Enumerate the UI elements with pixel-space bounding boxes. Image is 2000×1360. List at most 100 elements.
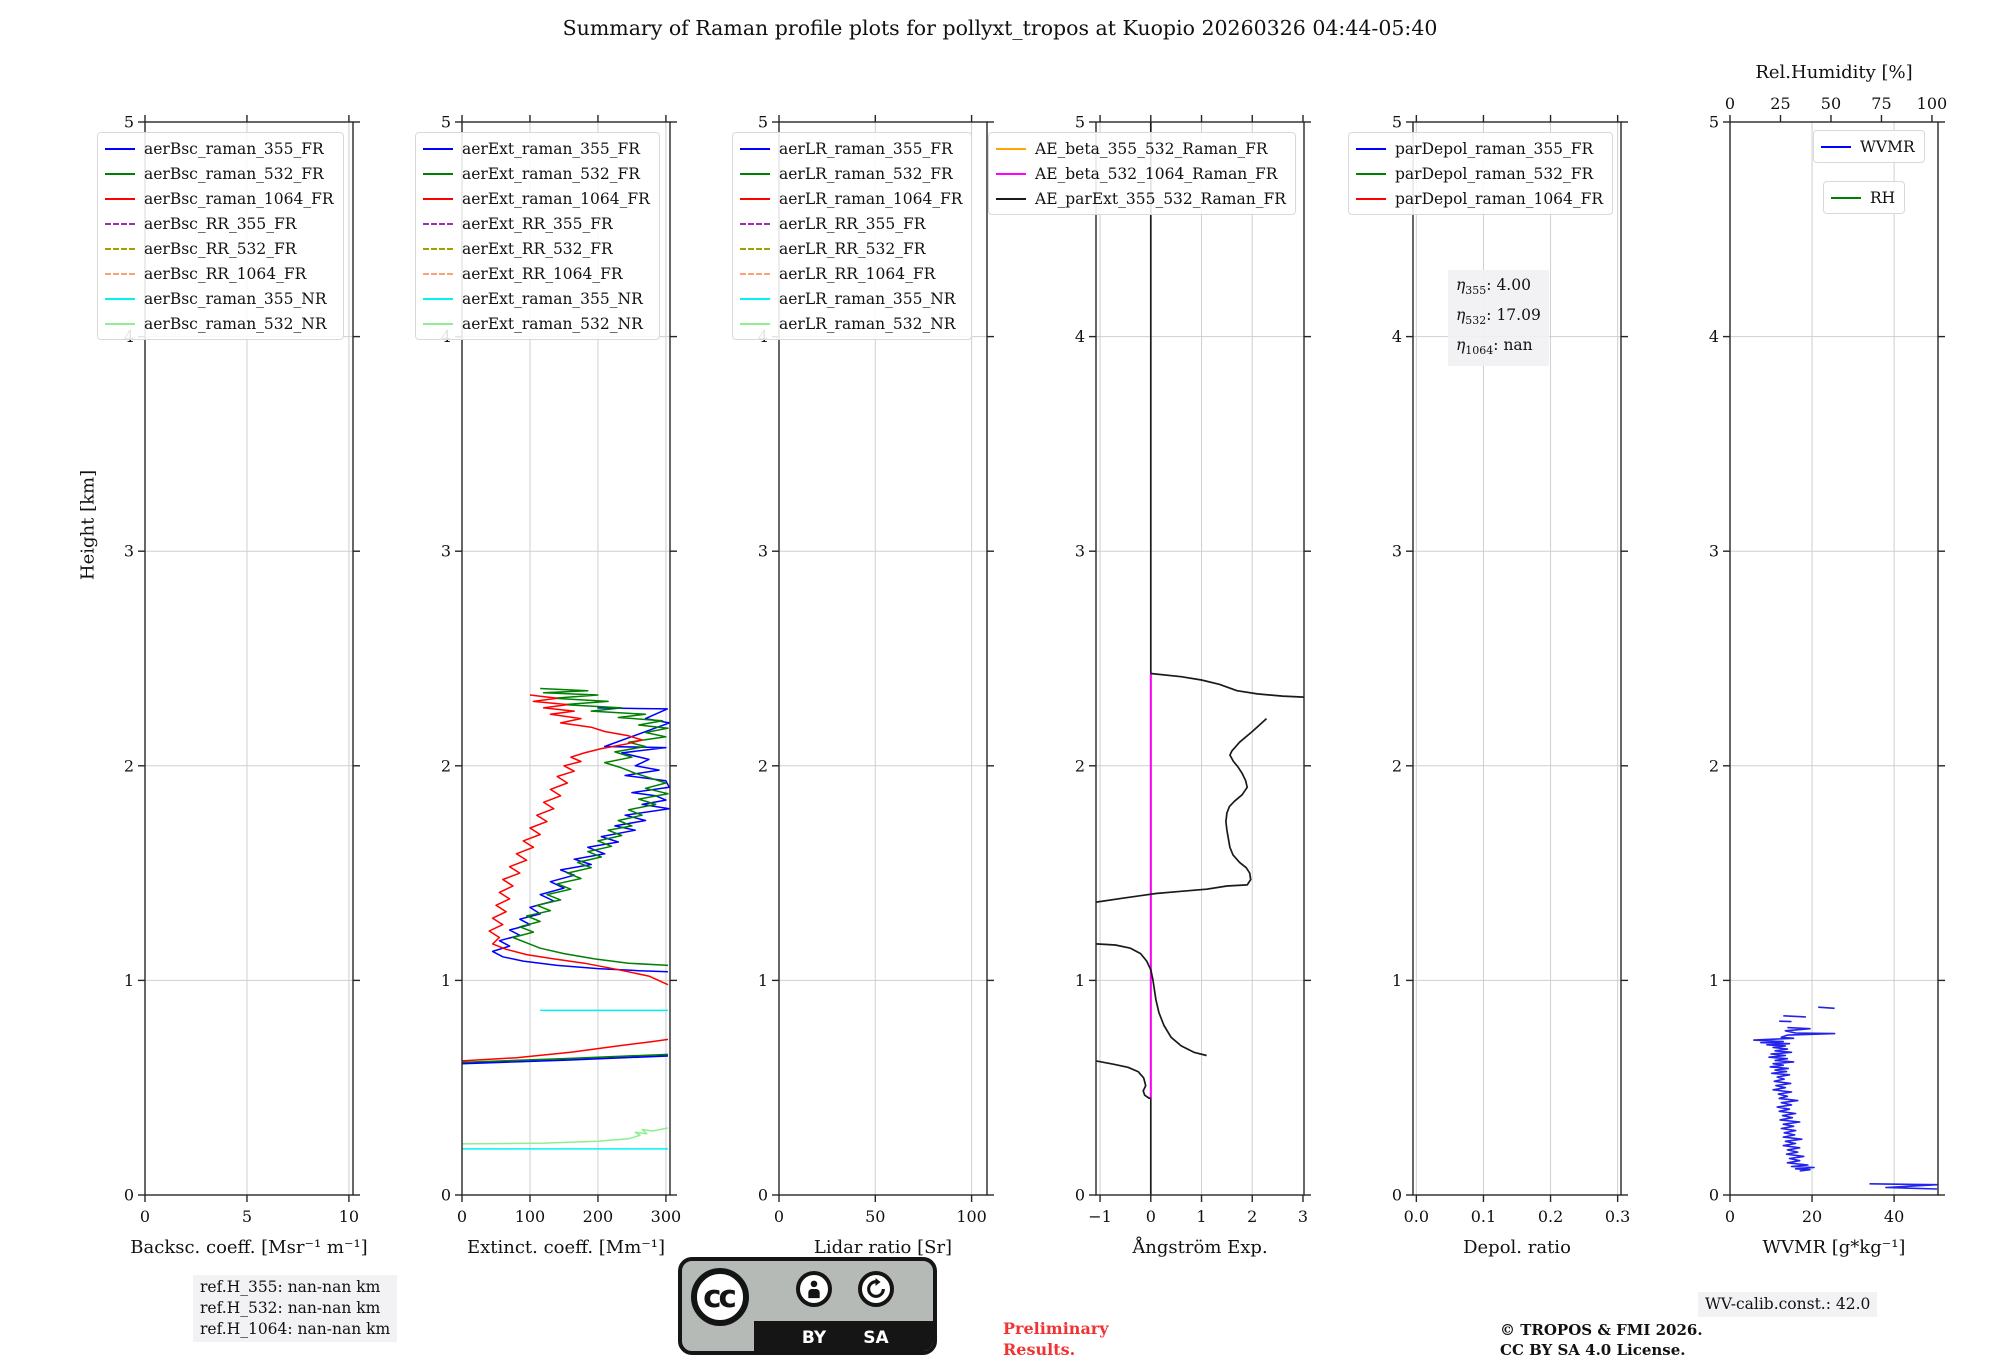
legend-label: aerExt_RR_532_FR — [462, 239, 613, 258]
legend-entry: parDepol_raman_1064_FR — [1356, 186, 1603, 211]
svg-text:1: 1 — [1075, 971, 1085, 990]
svg-text:0.0: 0.0 — [1404, 1207, 1429, 1226]
svg-text:5: 5 — [758, 113, 768, 132]
legend-entry: aerBsc_raman_532_FR — [105, 161, 334, 186]
svg-text:3: 3 — [1392, 542, 1402, 561]
legend-line-swatch — [423, 172, 453, 175]
legend-line-swatch — [105, 272, 135, 275]
legend-label: aerLR_raman_355_NR — [779, 289, 956, 308]
legend-label: aerExt_raman_355_FR — [462, 139, 640, 158]
legend-line-swatch — [105, 197, 135, 200]
svg-text:5: 5 — [1709, 113, 1719, 132]
legend-label: aerLR_RR_355_FR — [779, 214, 926, 233]
svg-text:Depol. ratio: Depol. ratio — [1463, 1237, 1571, 1258]
reference-height-note: ref.H_355: nan-nan km ref.H_532: nan-nan… — [193, 1275, 398, 1342]
figure-title: Summary of Raman profile plots for polly… — [562, 16, 1438, 40]
svg-text:2: 2 — [124, 756, 134, 775]
svg-text:100: 100 — [956, 1207, 987, 1226]
svg-text:0.2: 0.2 — [1538, 1207, 1563, 1226]
svg-text:0: 0 — [1709, 1186, 1719, 1205]
legend-label: AE_parExt_355_532_Raman_FR — [1035, 189, 1286, 208]
legend-line-swatch — [105, 297, 135, 300]
legend-entry: aerLR_RR_355_FR — [740, 211, 962, 236]
cc-badge-black-bar — [754, 1321, 933, 1351]
svg-text:50: 50 — [1821, 94, 1841, 113]
svg-text:0.1: 0.1 — [1471, 1207, 1496, 1226]
legend-label: aerExt_RR_355_FR — [462, 214, 613, 233]
svg-text:75: 75 — [1871, 94, 1891, 113]
legend-entry: WVMR — [1821, 134, 1915, 159]
legend-entry: aerExt_raman_532_NR — [423, 311, 650, 336]
legend-line-swatch — [740, 172, 770, 175]
legend-plot-0: aerBsc_raman_355_FR aerBsc_raman_532_FR ae… — [97, 132, 344, 340]
eta-annotation: η355: 4.00 η532: 17.09 η1064: nan — [1448, 270, 1549, 367]
legend-entry: AE_parExt_355_532_Raman_FR — [996, 186, 1286, 211]
legend-line-swatch — [423, 147, 453, 150]
cc-logo-icon: cc — [691, 1268, 749, 1326]
svg-text:2: 2 — [758, 756, 768, 775]
legend-entry: aerLR_raman_532_FR — [740, 161, 962, 186]
svg-text:0: 0 — [441, 1186, 451, 1205]
svg-text:0: 0 — [1725, 94, 1735, 113]
legend-line-swatch — [105, 322, 135, 325]
legend-entry: AE_beta_355_532_Raman_FR — [996, 136, 1286, 161]
legend-entry: aerBsc_RR_355_FR — [105, 211, 334, 236]
svg-text:3: 3 — [1709, 542, 1719, 561]
svg-text:1: 1 — [1196, 1207, 1206, 1226]
legend-plot-4: parDepol_raman_355_FR parDepol_raman_532_… — [1348, 132, 1614, 215]
svg-text:2: 2 — [1392, 756, 1402, 775]
legend-line-swatch — [423, 272, 453, 275]
svg-text:200: 200 — [583, 1207, 614, 1226]
svg-text:4: 4 — [1709, 327, 1719, 346]
legend-label: aerExt_raman_532_NR — [462, 314, 643, 333]
svg-text:0: 0 — [140, 1207, 150, 1226]
legend-entry: aerExt_raman_355_NR — [423, 286, 650, 311]
preliminary-results-note: Preliminary Results. — [1003, 1319, 1109, 1359]
legend-line-swatch — [740, 322, 770, 325]
svg-text:5: 5 — [1392, 113, 1402, 132]
legend-label: aerExt_raman_1064_FR — [462, 189, 650, 208]
legend-line-swatch — [1831, 196, 1861, 199]
legend-plot-5-1: RH — [1823, 181, 1906, 214]
legend-entry: aerBsc_raman_355_FR — [105, 136, 334, 161]
legend-label: AE_beta_355_532_Raman_FR — [1035, 139, 1268, 158]
legend-label: RH — [1870, 188, 1896, 207]
legend-entry: aerLR_raman_355_NR — [740, 286, 962, 311]
svg-text:50: 50 — [865, 1207, 885, 1226]
svg-text:−1: −1 — [1088, 1207, 1112, 1226]
legend-entry: aerExt_raman_355_FR — [423, 136, 650, 161]
legend-label: aerExt_raman_532_FR — [462, 164, 640, 183]
eta-1064-row: η1064: nan — [1456, 336, 1533, 358]
legend-line-swatch — [423, 322, 453, 325]
cc-sa-label: SA — [863, 1328, 889, 1348]
svg-text:0: 0 — [457, 1207, 467, 1226]
copyright-note: © TROPOS & FMI 2026. CC BY SA 4.0 Licens… — [1500, 1321, 1703, 1359]
svg-text:3: 3 — [1298, 1207, 1308, 1226]
svg-text:3: 3 — [1075, 542, 1085, 561]
svg-text:0: 0 — [1075, 1186, 1085, 1205]
legend-entry: aerBsc_raman_532_NR — [105, 311, 334, 336]
ref-h-532: ref.H_532: nan-nan km — [200, 1299, 381, 1317]
ref-h-1064: ref.H_1064: nan-nan km — [200, 1320, 391, 1338]
legend-line-swatch — [740, 222, 770, 225]
svg-text:40: 40 — [1884, 1207, 1904, 1226]
legend-entry: aerExt_RR_355_FR — [423, 211, 650, 236]
legend-line-swatch — [740, 272, 770, 275]
legend-line-swatch — [105, 172, 135, 175]
svg-text:Ångström Exp.: Ångström Exp. — [1131, 1236, 1267, 1258]
legend-entry: aerBsc_raman_1064_FR — [105, 186, 334, 211]
legend-entry: AE_beta_532_1064_Raman_FR — [996, 161, 1286, 186]
legend-line-swatch — [105, 247, 135, 250]
legend-label: aerLR_RR_532_FR — [779, 239, 926, 258]
svg-text:2: 2 — [441, 756, 451, 775]
legend-entry: aerBsc_raman_355_NR — [105, 286, 334, 311]
cc-by-person-icon — [796, 1271, 832, 1307]
legend-entry: aerLR_raman_532_NR — [740, 311, 962, 336]
svg-text:5: 5 — [242, 1207, 252, 1226]
legend-entry: RH — [1831, 185, 1895, 210]
legend-entry: aerExt_RR_1064_FR — [423, 261, 650, 286]
svg-text:0: 0 — [1725, 1207, 1735, 1226]
legend-line-swatch — [996, 147, 1026, 150]
